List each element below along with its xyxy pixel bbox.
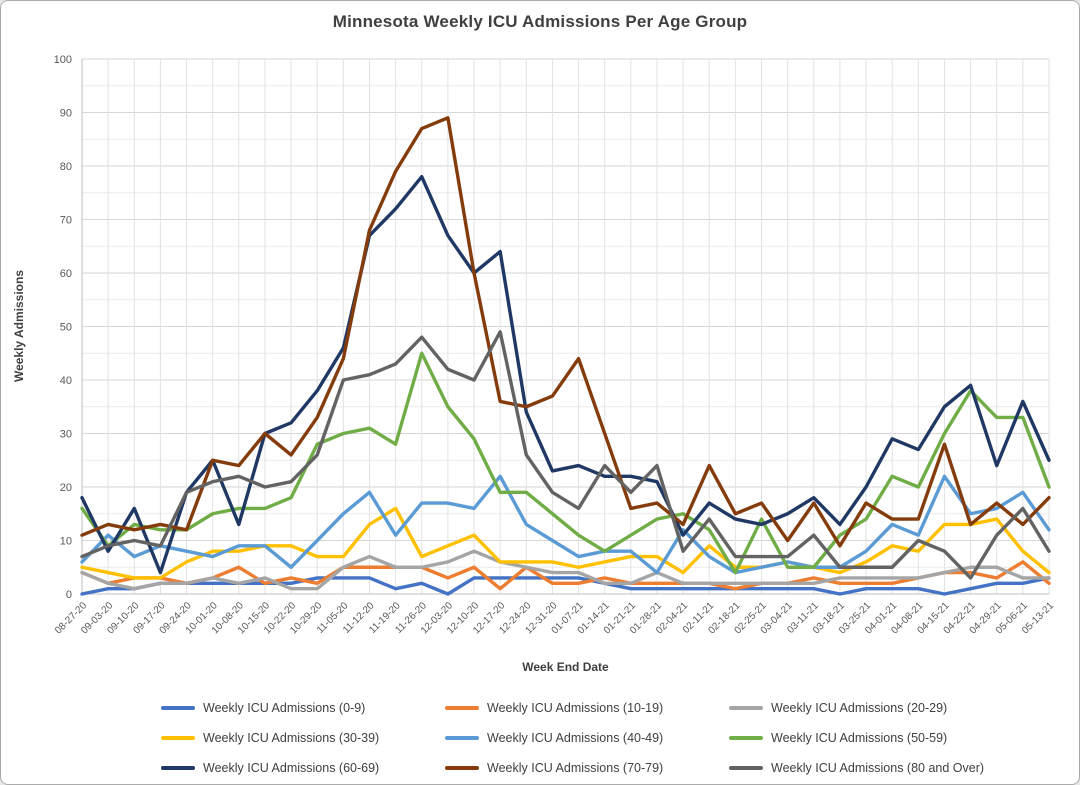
y-tick-label: 80 (60, 161, 72, 173)
legend-item: Weekly ICU Admissions (0-9) (161, 698, 445, 717)
y-tick-label: 100 (54, 54, 72, 66)
legend-label: Weekly ICU Admissions (0-9) (203, 700, 366, 715)
legend-item: Weekly ICU Admissions (70-79) (445, 758, 729, 777)
legend-item: Weekly ICU Admissions (20-29) (729, 698, 1013, 717)
series-line (80, 174, 1051, 575)
y-tick-label: 70 (60, 215, 72, 227)
legend-label: Weekly ICU Admissions (60-69) (203, 760, 380, 775)
legend-item: Weekly ICU Admissions (10-19) (445, 698, 729, 717)
legend-label: Weekly ICU Admissions (50-59) (771, 730, 948, 745)
legend: Weekly ICU Admissions (0-9) Weekly ICU Ad… (161, 698, 1013, 777)
legend-item: Weekly ICU Admissions (60-69) (161, 758, 445, 777)
legend-label: Weekly ICU Admissions (30-39) (203, 730, 380, 745)
y-tick-label: 90 (60, 108, 72, 120)
legend-label: Weekly ICU Admissions (70-79) (487, 760, 664, 775)
y-tick-label: 30 (60, 429, 72, 441)
y-tick-label: 40 (60, 375, 72, 387)
series-line (80, 116, 1051, 548)
legend-item: Weekly ICU Admissions (50-59) (729, 728, 1013, 747)
x-axis-title: Week End Date (522, 660, 609, 674)
legend-label: Weekly ICU Admissions (20-29) (771, 700, 948, 715)
legend-swatch (729, 705, 763, 710)
legend-swatch (445, 765, 479, 770)
y-tick-label: 20 (60, 482, 72, 494)
y-tick-label: 50 (60, 322, 72, 334)
legend-swatch (445, 705, 479, 710)
series-line (80, 330, 1051, 580)
chart-title: Minnesota Weekly ICU Admissions Per Age … (332, 12, 748, 31)
y-tick-label: 0 (66, 589, 72, 601)
legend-item: Weekly ICU Admissions (30-39) (161, 728, 445, 747)
legend-item: Weekly ICU Admissions (40-49) (445, 728, 729, 747)
series-line (80, 506, 1051, 580)
legend-label: Weekly ICU Admissions (10-19) (487, 700, 664, 715)
legend-label: Weekly ICU Admissions (80 and Over) (771, 760, 985, 775)
legend-swatch (161, 735, 195, 740)
series-line (80, 474, 1051, 575)
series-line (80, 549, 1051, 591)
legend-swatch (161, 765, 195, 770)
y-tick-label: 10 (60, 536, 72, 548)
legend-swatch (445, 735, 479, 740)
y-tick-label: 60 (60, 268, 72, 280)
legend-item: Weekly ICU Admissions (80 and Over) (729, 758, 1013, 777)
legend-swatch (729, 765, 763, 770)
legend-label: Weekly ICU Admissions (40-49) (487, 730, 664, 745)
legend-swatch (729, 735, 763, 740)
legend-swatch (161, 705, 195, 710)
series-line (80, 560, 1051, 591)
